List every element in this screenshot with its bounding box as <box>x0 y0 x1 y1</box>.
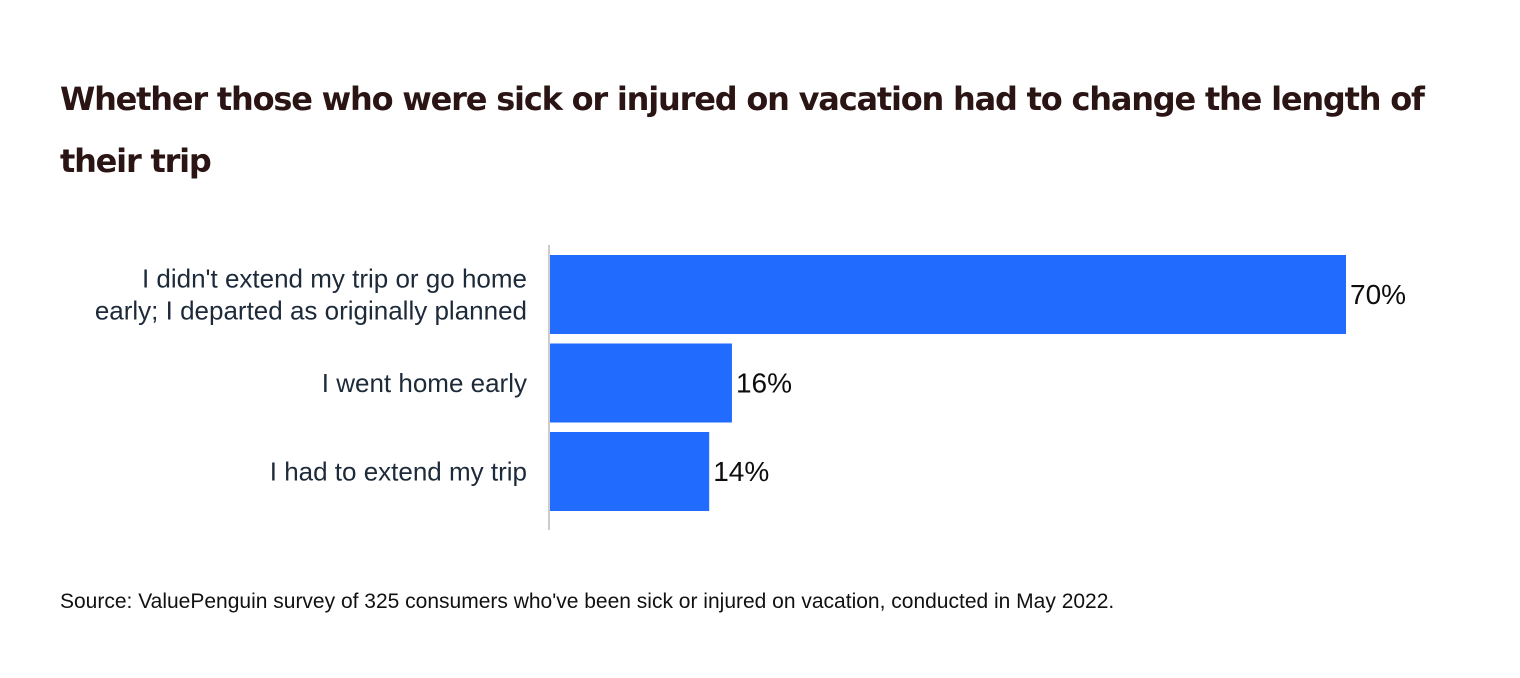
bar <box>550 255 1346 334</box>
value-label: 16% <box>736 368 792 399</box>
category-label: I didn't extend my trip or go home <box>142 264 527 294</box>
category-label: I had to extend my trip <box>270 457 527 487</box>
bars-layer: 70% I didn't extend my trip or go homeear… <box>95 255 1406 511</box>
value-label: 14% <box>713 456 769 487</box>
value-label: 70% <box>1350 279 1406 310</box>
source-note: Source: ValuePenguin survey of 325 consu… <box>60 590 1115 613</box>
bar <box>550 432 710 511</box>
chart-title: Whether those who were sick or injured o… <box>60 80 1425 180</box>
bar <box>550 343 732 423</box>
category-label: early; I departed as originally planned <box>95 296 527 326</box>
category-label: I went home early <box>322 368 527 398</box>
